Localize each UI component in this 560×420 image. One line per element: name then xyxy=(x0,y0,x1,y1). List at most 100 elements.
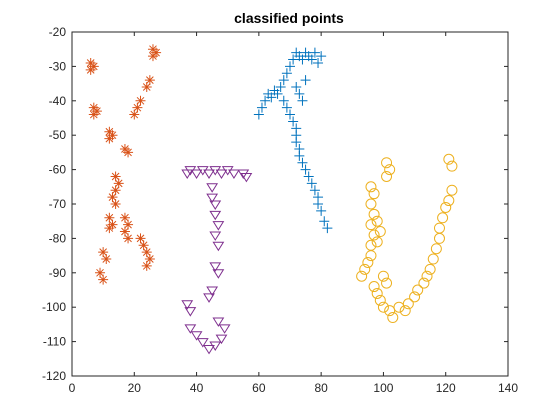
data-point xyxy=(104,223,115,234)
data-point xyxy=(203,169,215,179)
data-point xyxy=(371,215,383,227)
y-tick-label: -110 xyxy=(43,335,66,349)
data-point xyxy=(374,226,386,238)
data-point xyxy=(278,95,289,106)
data-point xyxy=(206,183,219,193)
data-point xyxy=(141,82,152,93)
data-point xyxy=(402,298,414,310)
data-point xyxy=(303,171,314,182)
data-point xyxy=(209,210,222,221)
data-point xyxy=(135,95,146,106)
y-tick-label: -100 xyxy=(42,300,66,314)
series-triangle-down xyxy=(181,166,253,355)
data-point xyxy=(107,192,118,203)
data-point xyxy=(256,102,267,113)
data-point xyxy=(266,92,277,103)
data-point xyxy=(313,199,324,209)
data-point xyxy=(209,166,222,176)
data-point xyxy=(206,286,219,296)
data-point xyxy=(297,157,308,168)
data-point xyxy=(113,178,124,189)
data-point xyxy=(135,233,146,244)
data-point xyxy=(272,88,283,99)
data-point xyxy=(260,95,271,106)
data-point xyxy=(190,169,203,179)
data-point xyxy=(119,212,130,223)
data-point xyxy=(221,166,234,176)
y-tick-label: -30 xyxy=(49,59,67,73)
data-point xyxy=(209,341,222,351)
data-point xyxy=(144,254,155,265)
data-point xyxy=(291,137,302,148)
data-point xyxy=(443,153,455,165)
data-point xyxy=(316,205,327,216)
data-point xyxy=(446,160,458,172)
x-tick-label: 40 xyxy=(190,381,204,395)
data-point xyxy=(365,198,377,210)
y-tick-label: -60 xyxy=(49,163,67,177)
data-point xyxy=(309,185,320,196)
data-point xyxy=(443,195,455,207)
y-tick-label: -20 xyxy=(49,25,67,39)
plot-area: 0 20 40 60 80 100 120 140 -120 -110 -100 -90 -80 -70… xyxy=(42,25,518,395)
data-point xyxy=(144,75,155,86)
data-point xyxy=(309,47,320,58)
y-tick-label: -80 xyxy=(49,231,67,245)
data-point xyxy=(371,236,383,248)
data-point xyxy=(212,317,225,327)
data-point xyxy=(228,169,240,179)
data-point xyxy=(123,233,134,244)
data-point xyxy=(196,166,209,176)
data-point xyxy=(281,102,292,113)
data-point xyxy=(212,269,225,279)
data-point xyxy=(147,44,158,55)
data-point xyxy=(368,208,380,220)
data-point xyxy=(440,201,452,213)
data-point xyxy=(368,188,380,200)
data-point xyxy=(365,219,377,231)
data-point xyxy=(212,241,225,252)
data-point xyxy=(104,133,115,144)
data-point xyxy=(110,171,121,182)
data-point xyxy=(374,294,386,306)
data-point xyxy=(123,147,134,158)
data-point xyxy=(98,247,109,258)
data-point xyxy=(316,51,327,62)
data-point xyxy=(381,157,393,169)
data-point xyxy=(212,221,225,231)
data-point xyxy=(132,102,143,113)
data-point xyxy=(368,229,380,241)
data-point xyxy=(294,150,305,161)
data-point xyxy=(418,277,430,289)
data-point xyxy=(437,212,449,224)
data-point xyxy=(209,200,222,210)
data-point xyxy=(196,338,209,348)
data-point xyxy=(359,263,371,275)
data-point xyxy=(215,334,228,345)
data-point xyxy=(412,284,424,296)
data-point xyxy=(237,169,250,179)
data-point xyxy=(141,260,152,271)
data-point xyxy=(85,64,96,75)
data-point xyxy=(424,263,436,275)
data-point xyxy=(141,247,152,258)
x-axis: 0 20 40 60 80 100 120 140 xyxy=(69,32,518,395)
data-point xyxy=(110,199,121,209)
chart-title: classified points xyxy=(234,10,344,26)
data-point xyxy=(356,270,368,282)
data-point xyxy=(209,262,222,272)
data-point xyxy=(384,164,396,176)
data-point xyxy=(377,270,389,282)
y-tick-label: -70 xyxy=(49,197,67,211)
data-point xyxy=(119,226,130,237)
y-tick-label: -50 xyxy=(49,128,67,142)
series-asterisk xyxy=(85,44,162,285)
y-tick-label: -120 xyxy=(42,369,66,383)
data-point xyxy=(371,287,383,299)
data-point xyxy=(368,281,380,293)
data-point xyxy=(184,166,197,176)
data-point xyxy=(381,277,393,289)
series-plus xyxy=(253,47,333,234)
data-point xyxy=(430,243,442,255)
